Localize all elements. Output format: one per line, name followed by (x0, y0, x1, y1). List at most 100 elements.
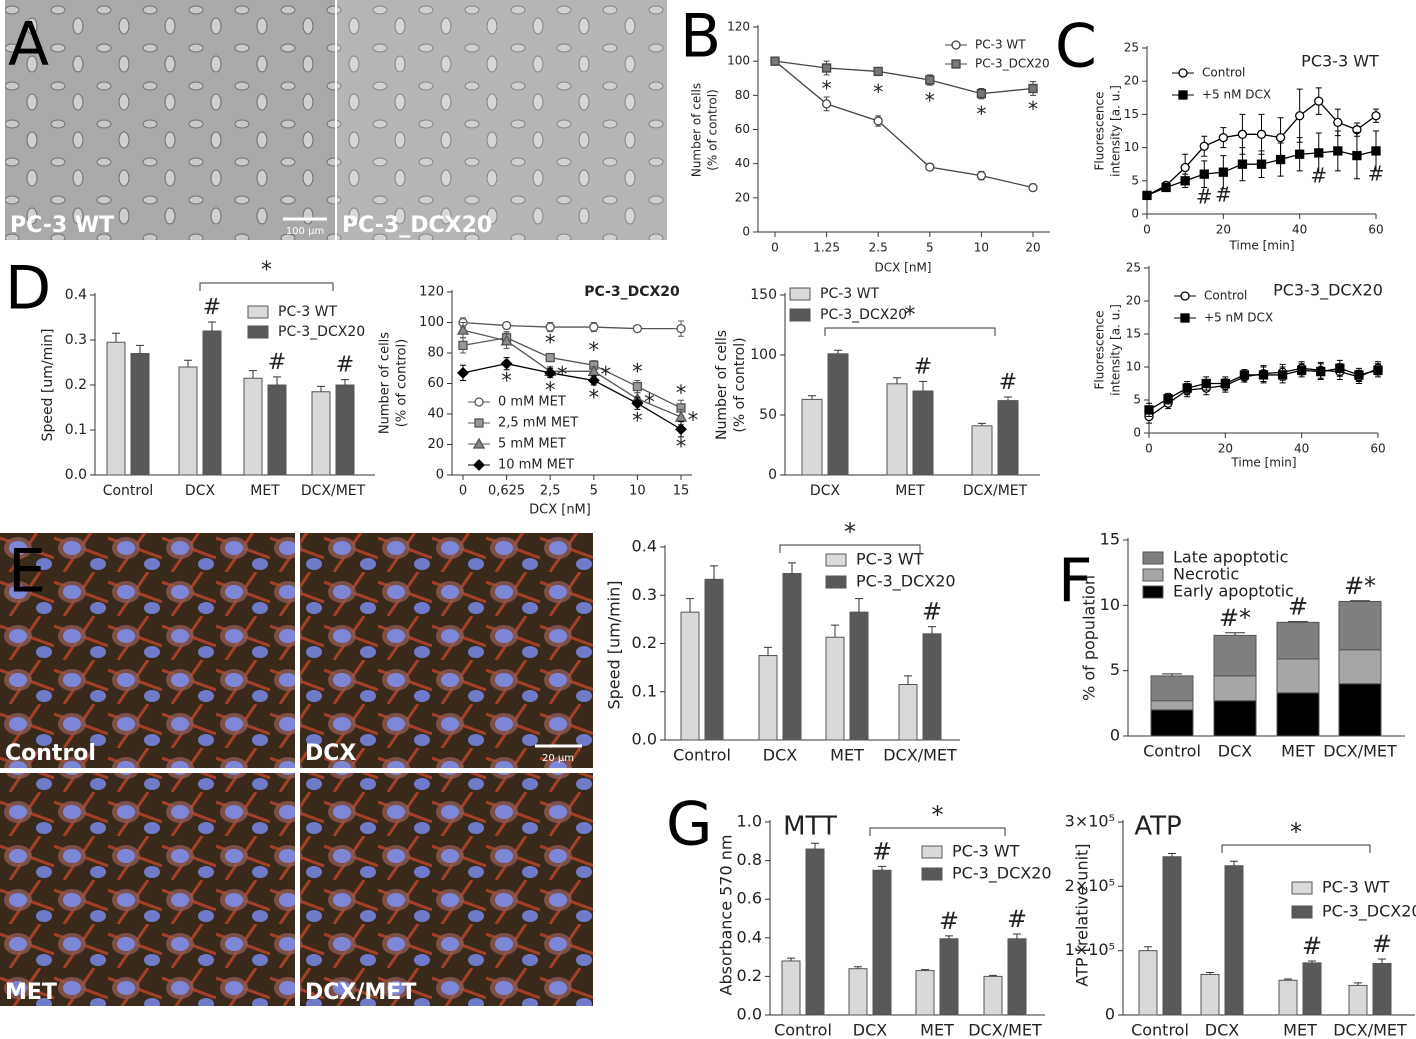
annotation: * (632, 360, 643, 384)
marker (1182, 383, 1192, 393)
x-tick-label: 2.5 (869, 241, 888, 255)
y-axis-label: ATP [relative unit] (1073, 843, 1092, 986)
marker (1295, 111, 1305, 121)
y-tick-label: 25 (1124, 41, 1139, 55)
chart-title: ATP (1134, 812, 1181, 842)
bar (758, 655, 778, 741)
marker (821, 99, 832, 109)
marker (1237, 159, 1248, 169)
bar (848, 968, 868, 1016)
y-tick-label: 100 (727, 54, 750, 68)
legend-swatch (1142, 551, 1164, 565)
micrograph-label: PC-3_DCX20 (342, 213, 492, 238)
bar (680, 611, 700, 741)
y-axis-label: Fluorescence (1093, 91, 1107, 170)
micrograph (337, 0, 667, 240)
legend-label: Early apoptotic (1173, 582, 1294, 601)
bar (912, 390, 934, 476)
x-tick-label: DCX (185, 483, 216, 499)
micrograph-label: MET (5, 980, 57, 1005)
panel-letter: B (680, 2, 721, 72)
legend-swatch (1291, 881, 1313, 895)
x-tick-label: 0 (1143, 223, 1151, 237)
y-tick-label: 0 (742, 225, 750, 239)
error-bar (1350, 600, 1370, 602)
y-tick-label: 0.4 (737, 927, 762, 946)
annotation: * (545, 378, 556, 402)
annotation: # (1007, 905, 1027, 933)
bar (1213, 634, 1257, 677)
error-bar (855, 598, 863, 613)
bar (1302, 962, 1322, 1016)
marker (873, 66, 883, 77)
legend-label: 0 mM MET (498, 395, 566, 410)
chart-title: MTT (783, 812, 837, 842)
marker (976, 88, 987, 99)
y-tick-label: 15 (1100, 530, 1120, 549)
marker (674, 410, 688, 422)
micrograph-label: DCX (305, 741, 356, 766)
y-tick-label: 20 (1126, 294, 1141, 308)
marker (1180, 313, 1190, 323)
y-tick-label: 0.1 (65, 422, 87, 438)
micrograph-label: Control (5, 741, 96, 766)
y-tick-label: 40 (735, 156, 750, 170)
x-tick-label: 20 (1025, 241, 1040, 255)
marker (951, 40, 961, 50)
y-tick-label: 5 (1110, 660, 1120, 679)
marker (1237, 129, 1248, 139)
legend-label: PC-3_DCX20 (952, 864, 1052, 884)
error-bar (273, 376, 281, 385)
bracket-label: * (844, 518, 856, 546)
legend-label: +5 nM DCX (1204, 311, 1273, 325)
bar (106, 341, 126, 476)
bar (335, 384, 355, 476)
chart: 0.0 0.1 0.2 0.3 0.4 Control DCX MET DCX/MET Speed… (40, 258, 375, 499)
error-bar (904, 675, 912, 685)
bar (1224, 865, 1244, 1016)
legend-swatch (921, 845, 943, 859)
bar (782, 573, 802, 741)
y-tick-label: 0 (1133, 426, 1141, 440)
series-line (774, 60, 1034, 189)
y-tick-label: 0 (1131, 207, 1139, 221)
micrograph (300, 773, 593, 1006)
marker (1239, 370, 1250, 380)
x-tick-label: 1.25 (813, 241, 840, 255)
annotation: * (501, 369, 512, 393)
legend-label: Control (1204, 289, 1247, 303)
error-bar (1230, 860, 1238, 866)
marker (1220, 378, 1230, 389)
legend-label: PC-3_DCX20 (856, 572, 956, 592)
error-bar (1288, 621, 1308, 623)
y-tick-label: 2×10⁵ (1065, 876, 1115, 895)
legend-label: PC-3 WT (820, 286, 879, 302)
y-tick-label: 0.2 (737, 966, 762, 985)
x-axis-label: DCX [nM] (875, 261, 932, 275)
legend-swatch (247, 305, 269, 319)
annotation: # (872, 837, 892, 865)
x-tick-label: DCX (1205, 1021, 1239, 1039)
bar (311, 391, 331, 476)
marker (457, 366, 469, 379)
annotation: # (203, 295, 221, 320)
chart: 0 20 40 60 80 100 120 0 1.25 2.5 5 10 20 DCX [nM] Numb… (690, 20, 1050, 275)
marker (474, 397, 484, 407)
annotation: # (939, 907, 959, 935)
annotation: # (336, 353, 354, 378)
y-tick-label: 120 (419, 285, 444, 300)
x-tick-label: Control (1143, 742, 1201, 761)
x-tick-label: DCX/MET (968, 1021, 1042, 1039)
micrograph-label: PC-3 WT (10, 213, 114, 238)
marker (925, 162, 935, 172)
legend-label: PC-3_DCX20 (278, 324, 365, 340)
x-tick-label: MET (1283, 1021, 1317, 1039)
x-tick-label: 60 (1370, 442, 1385, 456)
error-bar (249, 370, 257, 379)
panel-letter: D (5, 254, 51, 324)
bar (983, 975, 1003, 1016)
y-tick-label: 3×10⁵ (1065, 812, 1115, 831)
series-line (462, 329, 682, 418)
y-tick-label: 0.3 (65, 332, 87, 348)
error-bar (184, 359, 192, 367)
